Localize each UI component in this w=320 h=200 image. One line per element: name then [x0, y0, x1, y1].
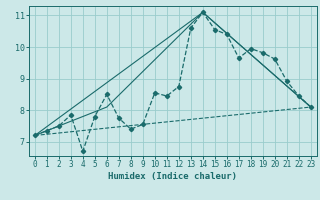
X-axis label: Humidex (Indice chaleur): Humidex (Indice chaleur) [108, 172, 237, 181]
